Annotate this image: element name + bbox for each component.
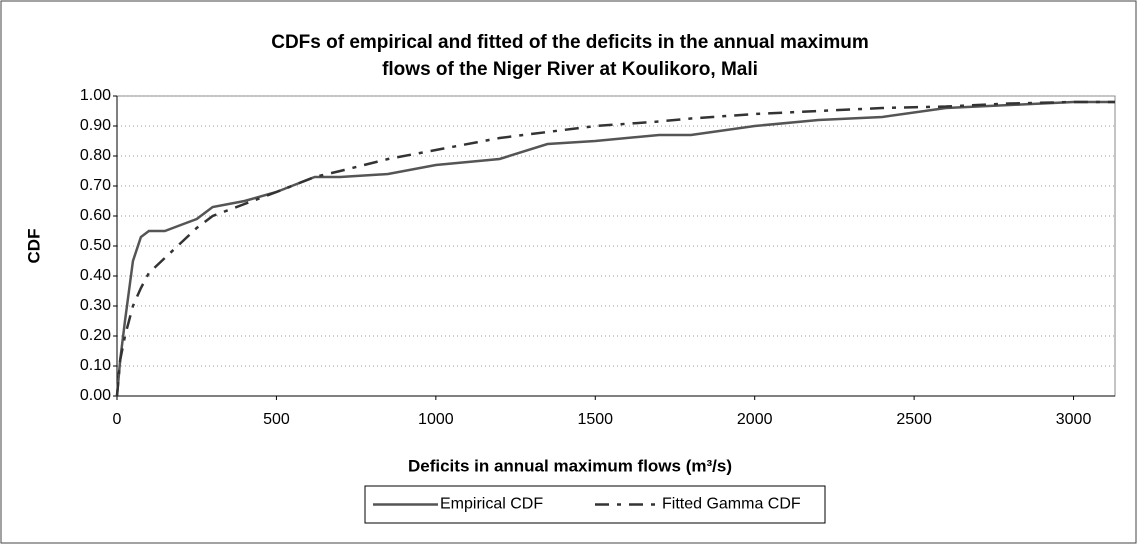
x-tick-label: 2000	[737, 411, 773, 428]
x-tick-label: 0	[113, 411, 122, 428]
y-tick-label: 0.50	[80, 237, 111, 254]
x-tick-label: 3000	[1056, 411, 1092, 428]
y-tick-label: 0.60	[80, 207, 111, 224]
series-line	[115, 100, 1115, 397]
chart-title: CDFs of empirical and fitted of the defi…	[271, 32, 869, 53]
y-tick-label: 0.70	[80, 177, 111, 194]
y-tick-label: 0.00	[80, 387, 111, 404]
series-line	[115, 100, 1115, 397]
x-tick-label: 2500	[896, 411, 932, 428]
y-tick-label: 0.80	[80, 147, 111, 164]
x-tick-label: 1500	[577, 411, 613, 428]
y-tick-label: 0.90	[80, 117, 111, 134]
x-axis-label: Deficits in annual maximum flows (m³/s)	[408, 456, 732, 475]
x-tick-label: 1000	[418, 411, 454, 428]
y-axis-label: CDF	[24, 229, 43, 264]
plot-area	[116, 95, 1116, 397]
y-tick-label: 0.20	[80, 327, 111, 344]
legend-label: Empirical CDF	[440, 496, 543, 513]
x-tick-label: 500	[263, 411, 290, 428]
legend-label: Fitted Gamma CDF	[662, 496, 801, 513]
y-tick-label: 0.40	[80, 267, 111, 284]
chart-title: flows of the Niger River at Koulikoro, M…	[382, 59, 758, 80]
y-tick-label: 1.00	[80, 87, 111, 104]
y-tick-label: 0.10	[80, 357, 111, 374]
y-tick-label: 0.30	[80, 297, 111, 314]
